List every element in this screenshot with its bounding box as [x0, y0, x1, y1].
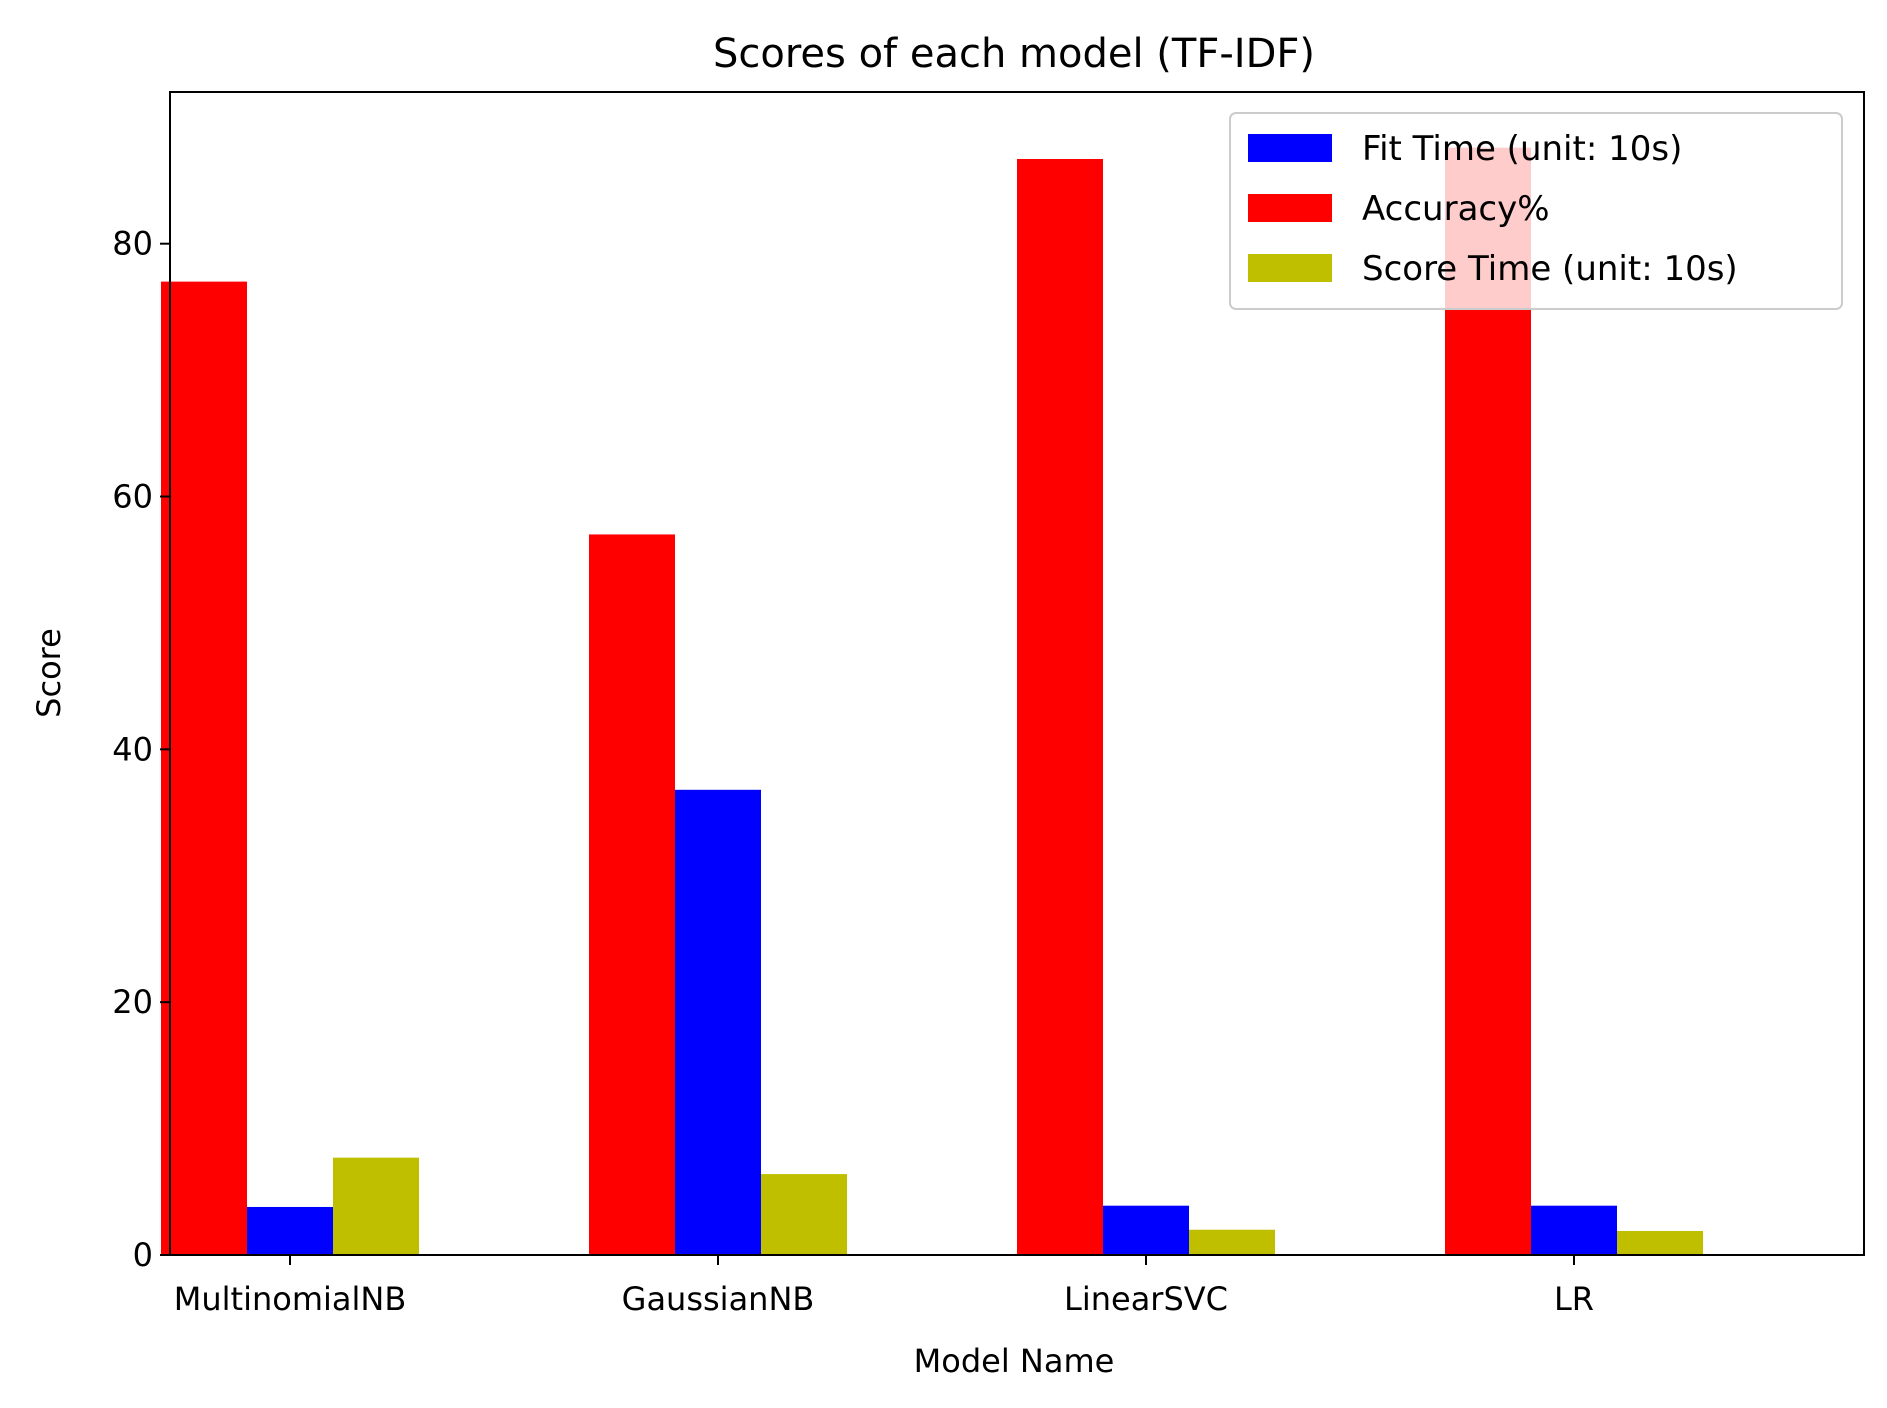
bar-accuracy-linearsvc: [1017, 158, 1103, 1256]
chart-title: Scores of each model (TF-IDF): [713, 31, 1315, 77]
legend-label-accuracy: Accuracy%: [1362, 189, 1550, 229]
bar-score-time-unit-10s-gaussiannb: [761, 1174, 847, 1255]
bar-score-time-unit-10s-multinomialnb: [333, 1157, 419, 1255]
y-axis-title: Score: [30, 628, 68, 718]
x-axis-title: Model Name: [914, 1342, 1115, 1380]
bar-score-time-unit-10s-linearsvc: [1189, 1229, 1275, 1255]
x-tick-label-lr: LR: [1554, 1280, 1594, 1318]
legend-box: [1229, 112, 1843, 310]
bar-score-time-unit-10s-lr: [1617, 1230, 1703, 1255]
y-axis: 0 20 40 60 80: [112, 225, 170, 1274]
bar-accuracy-multinomialnb: [161, 281, 247, 1255]
x-axis: MultinomialNB GaussianNB LinearSVC LR: [174, 1255, 1594, 1318]
bar-accuracy-gaussiannb: [589, 534, 675, 1255]
plot-frame: [169, 91, 1865, 1256]
x-tick-label-gaussiannb: GaussianNB: [622, 1280, 815, 1318]
legend-label-fit-time-unit-10s: Fit Time (unit: 10s): [1362, 129, 1682, 169]
x-tick-label-multinomialnb: MultinomialNB: [174, 1280, 407, 1318]
legend: Fit Time (unit: 10s) Accuracy% Score Time …: [1229, 112, 1843, 310]
y-tick-label: 60: [112, 478, 153, 516]
y-tick-label: 20: [112, 983, 153, 1021]
bar-fit-time-unit-10s-linearsvc: [1103, 1205, 1189, 1255]
bar-fit-time-unit-10s-multinomialnb: [247, 1206, 333, 1255]
bar-fit-time-unit-10s-gaussiannb: [675, 789, 761, 1255]
bar-accuracy-lr: [1445, 147, 1531, 1256]
x-tick-label-linearsvc: LinearSVC: [1064, 1280, 1228, 1318]
y-tick-label: 0: [133, 1236, 153, 1274]
legend-swatch-score-time-unit-10s: [1248, 254, 1332, 282]
y-tick-label: 80: [112, 225, 153, 263]
y-tick-label: 40: [112, 730, 153, 768]
legend-swatch-fit-time-unit-10s: [1248, 134, 1332, 162]
legend-label-score-time-unit-10s: Score Time (unit: 10s): [1362, 249, 1738, 289]
bar-fit-time-unit-10s-lr: [1531, 1205, 1617, 1255]
legend-swatch-accuracy: [1248, 194, 1332, 222]
bars-layer: [161, 147, 1703, 1256]
